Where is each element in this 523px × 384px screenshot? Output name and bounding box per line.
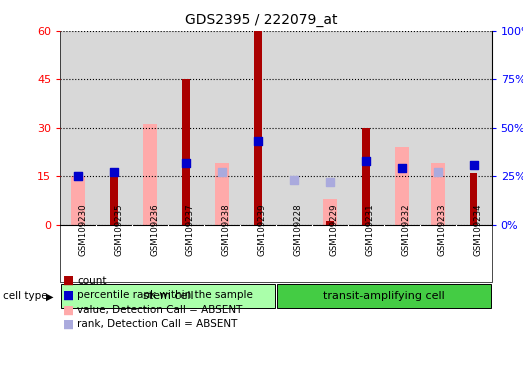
Bar — [395, 147, 408, 225]
Point — [326, 179, 334, 185]
Text: cell type: cell type — [3, 291, 47, 301]
Text: GSM109229: GSM109229 — [330, 204, 339, 256]
Text: ■: ■ — [63, 274, 74, 287]
Text: transit-amplifying cell: transit-amplifying cell — [323, 291, 445, 301]
Bar — [254, 31, 262, 225]
Text: ■: ■ — [63, 303, 74, 316]
Text: GSM109232: GSM109232 — [402, 204, 411, 256]
Point — [182, 159, 190, 166]
FancyBboxPatch shape — [61, 284, 275, 308]
Point — [434, 169, 442, 175]
Text: GSM109231: GSM109231 — [366, 204, 375, 256]
Point — [254, 138, 262, 144]
Point — [470, 161, 478, 167]
Text: GSM109239: GSM109239 — [258, 204, 267, 256]
Text: GSM109230: GSM109230 — [78, 204, 87, 256]
Point — [74, 173, 82, 179]
Text: value, Detection Call = ABSENT: value, Detection Call = ABSENT — [77, 305, 243, 315]
Point — [110, 169, 118, 175]
Bar — [143, 124, 157, 225]
Text: GSM109237: GSM109237 — [186, 204, 195, 256]
Text: count: count — [77, 276, 107, 286]
Text: ▶: ▶ — [46, 291, 53, 301]
FancyBboxPatch shape — [277, 284, 491, 308]
Bar — [362, 128, 370, 225]
Text: GSM109235: GSM109235 — [114, 204, 123, 256]
Bar — [470, 173, 477, 225]
Text: GSM109238: GSM109238 — [222, 204, 231, 256]
Bar — [71, 176, 85, 225]
Bar — [215, 163, 229, 225]
Bar — [323, 199, 337, 225]
Text: GSM109233: GSM109233 — [438, 204, 447, 256]
Text: GSM109234: GSM109234 — [474, 204, 483, 256]
Bar — [431, 163, 445, 225]
Text: GSM109236: GSM109236 — [150, 204, 159, 256]
Point — [218, 169, 226, 175]
Text: ■: ■ — [63, 289, 74, 302]
Text: ■: ■ — [63, 318, 74, 331]
Bar — [182, 79, 190, 225]
Bar — [110, 173, 118, 225]
Point — [361, 157, 370, 164]
Point — [397, 166, 406, 172]
Text: GDS2395 / 222079_at: GDS2395 / 222079_at — [185, 13, 338, 27]
Point — [290, 177, 298, 183]
Text: GSM109228: GSM109228 — [294, 204, 303, 256]
Bar — [326, 222, 334, 225]
Point — [74, 173, 82, 179]
Text: percentile rank within the sample: percentile rank within the sample — [77, 290, 253, 300]
Text: stem cell: stem cell — [143, 291, 194, 301]
Text: rank, Detection Call = ABSENT: rank, Detection Call = ABSENT — [77, 319, 238, 329]
